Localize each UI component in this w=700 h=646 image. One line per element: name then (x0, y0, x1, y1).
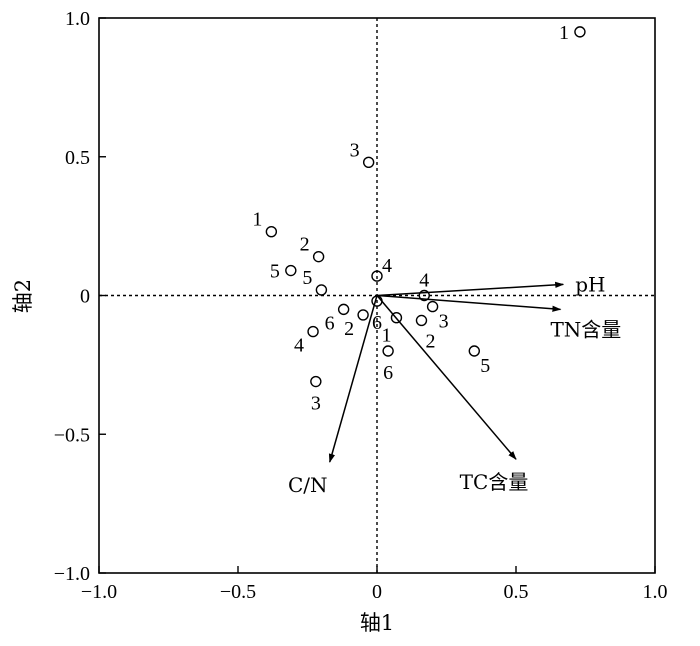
sample-point-11: 1 (381, 312, 403, 347)
point-marker (426, 300, 439, 313)
vector-label: TC含量 (460, 470, 529, 494)
point-label: 2 (425, 330, 435, 352)
vector-arrow (328, 295, 378, 463)
point-marker (285, 264, 297, 277)
x-tick-label: 0 (372, 581, 382, 603)
point-label: 3 (350, 139, 360, 161)
point-marker (337, 303, 350, 316)
sample-point-3: 1 (252, 209, 278, 238)
sample-point-16: 6 (382, 345, 394, 384)
point-marker (371, 295, 383, 307)
x-tick-label: 0.5 (504, 581, 529, 603)
y-tick-label: 1.0 (65, 8, 90, 30)
point-marker (390, 312, 403, 324)
vector-arrow (376, 294, 562, 312)
vector-4: C/N (288, 295, 378, 497)
sample-point-1: 1 (559, 22, 586, 44)
point-marker (418, 289, 430, 302)
sample-point-7: 4 (371, 255, 392, 282)
point-marker (362, 156, 375, 169)
sample-point-17: 5 (468, 345, 490, 377)
point-marker (315, 284, 328, 296)
point-marker (574, 26, 586, 38)
point-label: 4 (382, 255, 392, 277)
sample-point-12: 6 (371, 295, 383, 334)
vector-arrow (376, 281, 565, 297)
point-marker (307, 325, 319, 338)
point-marker (310, 375, 322, 388)
point-marker (357, 309, 369, 321)
vector-group: pH TN含量 TC含量 C/N (288, 272, 621, 497)
vector-label: C/N (288, 473, 328, 497)
point-label: 5 (270, 261, 280, 283)
point-label: 2 (344, 318, 354, 340)
x-tick-label: 1.0 (643, 581, 668, 603)
sample-point-15: 4 (294, 325, 319, 357)
vector-label: TN含量 (550, 317, 621, 341)
sample-point-5: 5 (270, 261, 297, 283)
point-marker (468, 345, 480, 357)
point-label: 3 (439, 311, 449, 333)
y-tick-label: 0 (80, 286, 90, 308)
point-label: 6 (383, 362, 393, 384)
sample-point-8: 4 (418, 270, 430, 302)
point-label: 5 (302, 267, 312, 289)
point-label: 1 (252, 209, 262, 231)
point-label: 4 (419, 270, 429, 292)
sample-point-9: 3 (426, 300, 449, 333)
sample-point-2: 3 (350, 139, 375, 169)
point-label: 4 (294, 335, 304, 357)
point-marker (312, 250, 325, 263)
point-marker (371, 270, 383, 282)
y-axis-ticks: −1.0 −0.5 0 0.5 1.0 (54, 8, 106, 585)
point-marker (415, 314, 428, 327)
y-axis-title: 轴2 (11, 279, 35, 313)
y-tick-label: 0.5 (65, 147, 90, 169)
x-tick-label: −0.5 (220, 581, 256, 603)
x-axis-title: 轴1 (360, 611, 394, 635)
sample-point-13: 2 (344, 309, 369, 340)
sample-point-4: 2 (300, 234, 325, 263)
sample-point-18: 3 (310, 375, 322, 415)
vector-label: pH (575, 272, 605, 296)
y-tick-label: −1.0 (54, 563, 90, 585)
vector-2: TN含量 (376, 294, 621, 341)
x-tick-label: −1.0 (81, 581, 117, 603)
vector-1: pH (376, 272, 606, 297)
point-label: 3 (311, 393, 321, 415)
sample-point-10: 2 (415, 314, 435, 352)
vector-3: TC含量 (376, 295, 529, 494)
point-label: 1 (559, 22, 569, 44)
point-label: 5 (480, 355, 490, 377)
sample-point-6: 5 (302, 267, 328, 296)
point-label: 6 (372, 312, 382, 334)
x-axis-ticks: −1.0 −0.5 0 0.5 1.0 (81, 566, 668, 603)
point-marker (382, 345, 394, 357)
point-marker (265, 225, 278, 238)
point-label: 6 (325, 312, 335, 334)
y-tick-label: −0.5 (54, 424, 90, 446)
sample-point-14: 6 (325, 303, 350, 334)
point-label: 1 (381, 325, 391, 347)
vector-arrow (376, 295, 517, 460)
point-label: 2 (300, 234, 310, 256)
